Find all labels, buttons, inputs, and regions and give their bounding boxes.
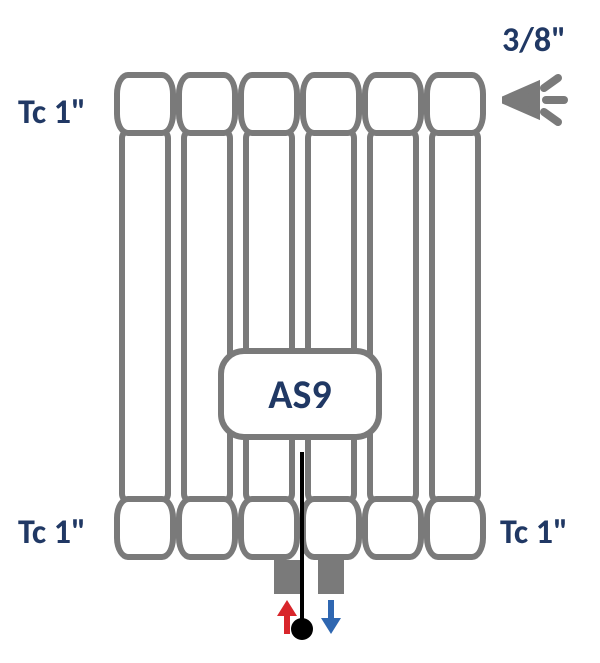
radiator-column — [367, 128, 419, 504]
radiator-manifold-section — [238, 72, 300, 136]
radiator-manifold-section — [176, 496, 238, 560]
inlet-valve — [274, 560, 300, 594]
label-vent-size: 3/8" — [502, 20, 566, 61]
label-bottom-right: Tc 1" — [500, 512, 568, 553]
radiator-manifold-section — [424, 496, 486, 560]
center-stem — [300, 452, 304, 626]
radiator-column — [429, 128, 481, 504]
outlet-valve — [318, 560, 344, 594]
radiator-column — [181, 128, 233, 504]
radiator-manifold-section — [362, 496, 424, 560]
radiator-manifold-section — [114, 72, 176, 136]
model-badge: AS9 — [218, 348, 382, 440]
label-top-left: Tc 1" — [18, 92, 86, 133]
radiator-manifold-section — [114, 496, 176, 560]
radiator-column — [243, 128, 295, 504]
radiator-manifold-section — [238, 496, 300, 560]
radiator-column — [305, 128, 357, 504]
radiator-manifold-section — [424, 72, 486, 136]
radiator-manifold-section — [176, 72, 238, 136]
radiator-column — [119, 128, 171, 504]
label-bottom-left: Tc 1" — [18, 512, 86, 553]
radiator-manifold-section — [300, 72, 362, 136]
pipe-endpoint-icon — [291, 618, 313, 640]
air-vent-icon — [502, 70, 582, 135]
outlet-arrow-icon — [321, 600, 341, 634]
radiator-manifold-section — [362, 72, 424, 136]
radiator-manifold-section — [300, 496, 362, 560]
